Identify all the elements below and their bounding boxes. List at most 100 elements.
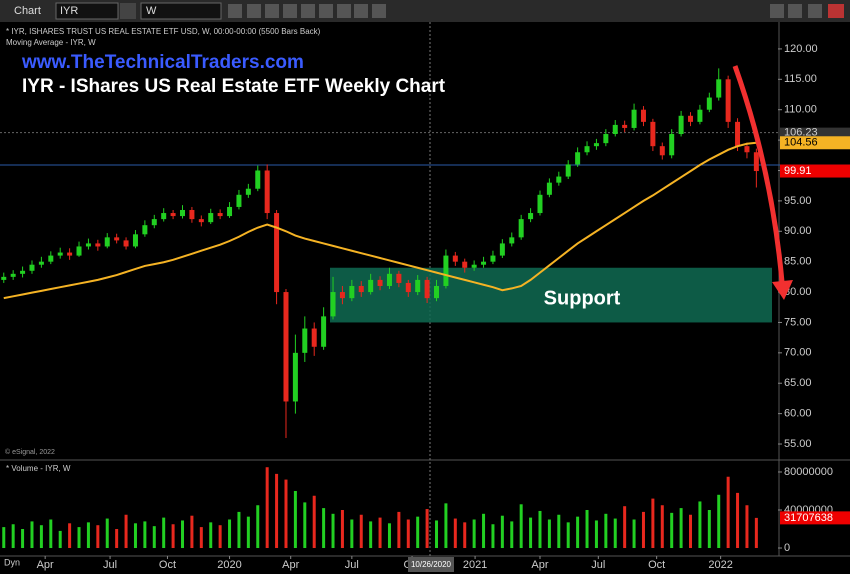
volume-bar bbox=[350, 519, 354, 549]
volume-bar bbox=[435, 520, 439, 549]
dyn-label: Dyn bbox=[4, 557, 20, 567]
tool-icon[interactable] bbox=[301, 4, 315, 18]
candle-body bbox=[38, 261, 44, 265]
volume-bar bbox=[547, 519, 551, 549]
volume-bar bbox=[726, 476, 730, 549]
y-tick-label: 60.00 bbox=[784, 408, 812, 420]
candle-body bbox=[678, 115, 684, 135]
tool-icon[interactable] bbox=[372, 4, 386, 18]
volume-bar bbox=[670, 512, 674, 549]
ma-tag-box bbox=[780, 136, 850, 150]
volume-bar bbox=[689, 514, 693, 549]
volume-bar bbox=[199, 527, 203, 549]
candle-body bbox=[622, 124, 628, 128]
candle-body bbox=[170, 213, 176, 217]
volume-bar bbox=[218, 525, 222, 549]
volume-bar bbox=[86, 522, 90, 549]
y-tick-label: 85.00 bbox=[784, 256, 812, 268]
candle-body bbox=[48, 255, 54, 262]
reference-tag: 106.23 bbox=[784, 127, 818, 139]
candle-body bbox=[217, 213, 223, 217]
volume-bar bbox=[538, 510, 542, 549]
volume-bar bbox=[397, 511, 401, 549]
candle-body bbox=[396, 273, 402, 283]
window-button[interactable] bbox=[808, 4, 822, 18]
volume-bar bbox=[576, 516, 580, 549]
candle-body bbox=[443, 255, 449, 286]
tool-icon[interactable] bbox=[283, 4, 297, 18]
candle-body bbox=[368, 279, 374, 293]
ma-tag: 104.56 bbox=[784, 137, 818, 149]
volume-bar bbox=[96, 525, 100, 549]
window-button[interactable] bbox=[770, 4, 784, 18]
volume-bar bbox=[594, 520, 598, 549]
volume-bar bbox=[736, 492, 740, 549]
volume-bar bbox=[387, 523, 391, 549]
volume-bar bbox=[58, 530, 62, 549]
candle-body bbox=[151, 219, 157, 226]
candle-body bbox=[386, 273, 392, 286]
candle-body bbox=[528, 213, 534, 220]
chart-title: IYR - IShares US Real Estate ETF Weekly … bbox=[22, 76, 446, 97]
candle-body bbox=[292, 352, 298, 402]
candle-body bbox=[612, 124, 618, 135]
symbol-input[interactable] bbox=[55, 2, 119, 20]
tool-icon[interactable] bbox=[319, 4, 333, 18]
candle-body bbox=[57, 252, 63, 256]
volume-bar bbox=[77, 527, 81, 549]
volume-bar bbox=[105, 518, 109, 549]
candle-body bbox=[471, 264, 477, 268]
candle-body bbox=[631, 109, 637, 128]
volume-bar bbox=[472, 519, 476, 549]
candle-body bbox=[650, 121, 656, 147]
candle-body bbox=[593, 143, 599, 147]
volume-bar bbox=[331, 513, 335, 549]
interval-input[interactable] bbox=[140, 2, 222, 20]
y-tick-label: 80.00 bbox=[784, 286, 812, 298]
plot: Support 55.00 60.00 65.00 70.00 75.00 80.00 85.… bbox=[0, 43, 850, 571]
candle-body bbox=[509, 237, 515, 244]
volume-bar bbox=[378, 517, 382, 549]
volume-bar bbox=[632, 519, 636, 549]
header: * IYR, ISHARES TRUST US REAL ESTATE ETF … bbox=[6, 27, 321, 36]
tool-icon[interactable] bbox=[354, 4, 368, 18]
last-price-tag-box bbox=[780, 164, 850, 178]
candle-body bbox=[546, 182, 552, 195]
interval[interactable]: W bbox=[146, 5, 157, 17]
candle-body bbox=[518, 219, 524, 238]
candle-body bbox=[274, 213, 280, 293]
candle-body bbox=[123, 240, 129, 247]
cursor-date-box bbox=[408, 557, 454, 572]
candle-body bbox=[565, 164, 571, 177]
tool-icon[interactable] bbox=[337, 4, 351, 18]
copyright: © eSignal, 2022 bbox=[5, 448, 55, 456]
candle-body bbox=[330, 292, 336, 317]
volume-bar bbox=[124, 514, 128, 549]
candle-body bbox=[311, 328, 317, 347]
candle-body bbox=[537, 194, 543, 214]
volume-bar bbox=[133, 523, 137, 549]
candle-body bbox=[29, 264, 35, 271]
volume-bar bbox=[453, 518, 457, 549]
tool-icon[interactable] bbox=[247, 4, 261, 18]
volume-bar bbox=[49, 519, 53, 549]
close-button[interactable] bbox=[828, 4, 844, 18]
tool-icon[interactable] bbox=[228, 4, 242, 18]
candle-body bbox=[142, 225, 148, 235]
candle-body bbox=[104, 237, 110, 247]
x-tick-label: Apr bbox=[531, 559, 548, 571]
candle-body bbox=[377, 279, 383, 286]
volume-bar bbox=[256, 505, 260, 549]
symbol[interactable]: IYR bbox=[60, 5, 78, 17]
candle-body bbox=[95, 243, 101, 247]
window-button[interactable] bbox=[788, 4, 802, 18]
site-title: www.TheTechnicalTraders.com bbox=[21, 52, 304, 73]
settings-button[interactable] bbox=[120, 3, 136, 19]
candle-body bbox=[67, 252, 73, 256]
tool-icon[interactable] bbox=[265, 4, 279, 18]
volume-bar bbox=[143, 521, 147, 549]
volume-tick-label: 80000000 bbox=[784, 466, 833, 478]
candle-body bbox=[189, 210, 195, 220]
y-tick-label: 55.00 bbox=[784, 438, 812, 450]
volume-bar bbox=[30, 521, 34, 549]
